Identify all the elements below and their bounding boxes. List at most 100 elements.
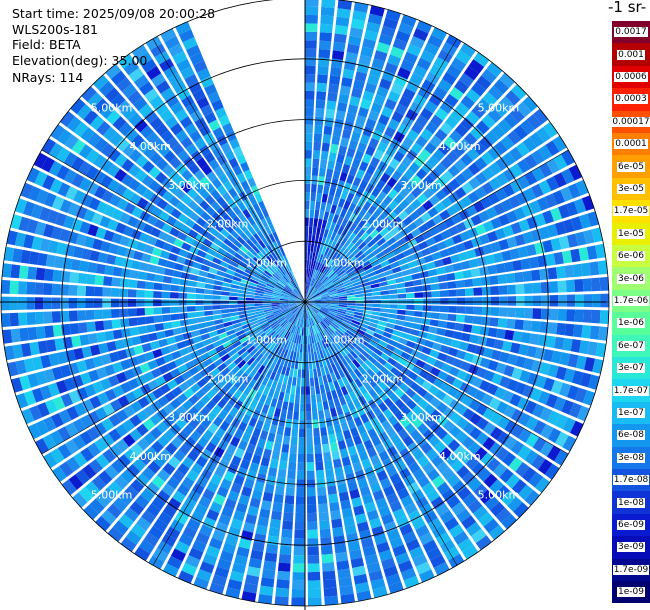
range-gate <box>212 285 222 291</box>
range-gate <box>497 274 507 285</box>
range-gate <box>294 529 305 539</box>
range-gate <box>597 260 608 275</box>
ray <box>134 302 305 561</box>
range-gate <box>313 298 322 301</box>
range-gate <box>96 331 107 343</box>
range-gate <box>489 317 499 327</box>
range-gate <box>319 23 333 34</box>
range-gate <box>470 528 487 544</box>
range-gate <box>178 443 191 456</box>
range-gate <box>205 278 215 285</box>
range-gate <box>479 357 491 369</box>
colorbar-tick-label: 6e-07 <box>617 340 645 351</box>
range-gate <box>309 369 314 378</box>
range-gate <box>467 441 481 455</box>
range-gate <box>342 279 352 285</box>
range-gate <box>309 335 312 344</box>
range-gate <box>345 52 358 63</box>
range-gate <box>415 496 429 509</box>
range-gate <box>348 202 357 213</box>
range-gate <box>418 240 429 250</box>
nrays-label: NRays: 114 <box>12 70 84 85</box>
ray <box>305 135 567 302</box>
range-gate <box>178 292 188 299</box>
range-gate <box>418 331 428 339</box>
range-gate <box>518 484 534 501</box>
range-gate <box>355 187 365 198</box>
range-gate <box>275 314 284 321</box>
range-gate <box>124 507 140 522</box>
range-gate <box>310 269 314 278</box>
range-gate <box>119 278 130 288</box>
range-gate <box>305 295 312 302</box>
range-gate <box>349 391 358 401</box>
range-gate <box>274 485 285 496</box>
range-gate <box>255 330 265 338</box>
range-gate <box>257 364 266 374</box>
range-gate <box>348 272 358 279</box>
range-gate <box>338 293 347 298</box>
range-gate <box>416 337 426 346</box>
range-gate <box>429 319 439 327</box>
range-gate <box>438 282 448 290</box>
range-gate <box>252 409 261 420</box>
range-gate <box>198 270 208 278</box>
range-gate <box>311 402 318 412</box>
range-gate <box>379 78 392 90</box>
range-gate <box>406 304 415 310</box>
range-gate <box>423 187 435 199</box>
range-gate <box>337 198 346 208</box>
range-gate <box>333 233 341 243</box>
range-gate <box>195 532 210 545</box>
range-gate <box>291 342 296 352</box>
range-gate <box>476 75 492 91</box>
range-gate <box>331 135 341 146</box>
range-gate <box>178 285 188 293</box>
range-gate <box>316 283 324 291</box>
range-gate <box>436 481 451 495</box>
range-gate <box>497 118 512 134</box>
range-gate <box>272 323 281 331</box>
range-gate <box>482 407 496 421</box>
range-gate <box>321 320 329 328</box>
range-gate <box>316 91 327 101</box>
range-gate <box>331 251 339 261</box>
range-gate <box>331 322 340 329</box>
range-gate <box>188 406 200 418</box>
range-gate <box>313 427 320 437</box>
range-gate <box>220 353 231 363</box>
range-gate <box>400 59 415 72</box>
range-gate <box>320 321 328 329</box>
range-gate <box>305 6 319 16</box>
range-gate <box>523 283 533 294</box>
range-gate <box>200 394 211 405</box>
range-gate <box>305 294 309 302</box>
range-gate <box>113 520 129 536</box>
range-gate <box>470 214 483 226</box>
range-gate <box>530 269 541 281</box>
ray <box>305 243 606 302</box>
range-gate <box>301 310 304 319</box>
range-gate <box>414 305 424 311</box>
range-gate <box>381 70 395 83</box>
range-gate <box>277 317 286 324</box>
range-gate <box>387 90 401 103</box>
range-gate <box>144 290 154 298</box>
range-gate <box>115 423 129 438</box>
range-gate <box>372 197 382 208</box>
range-gate <box>381 184 393 195</box>
range-gate <box>44 268 54 282</box>
range-gate <box>357 241 367 250</box>
range-gate <box>310 317 315 326</box>
range-gate <box>310 289 317 296</box>
range-gate <box>354 469 366 481</box>
range-gate <box>369 318 379 324</box>
range-gate <box>322 134 332 144</box>
range-gate <box>434 128 448 142</box>
range-gate <box>110 287 120 297</box>
range-gate <box>259 334 268 343</box>
range-gate <box>335 475 346 485</box>
range-gate <box>319 274 326 282</box>
range-gate <box>1 279 11 294</box>
range-gate <box>322 277 330 285</box>
